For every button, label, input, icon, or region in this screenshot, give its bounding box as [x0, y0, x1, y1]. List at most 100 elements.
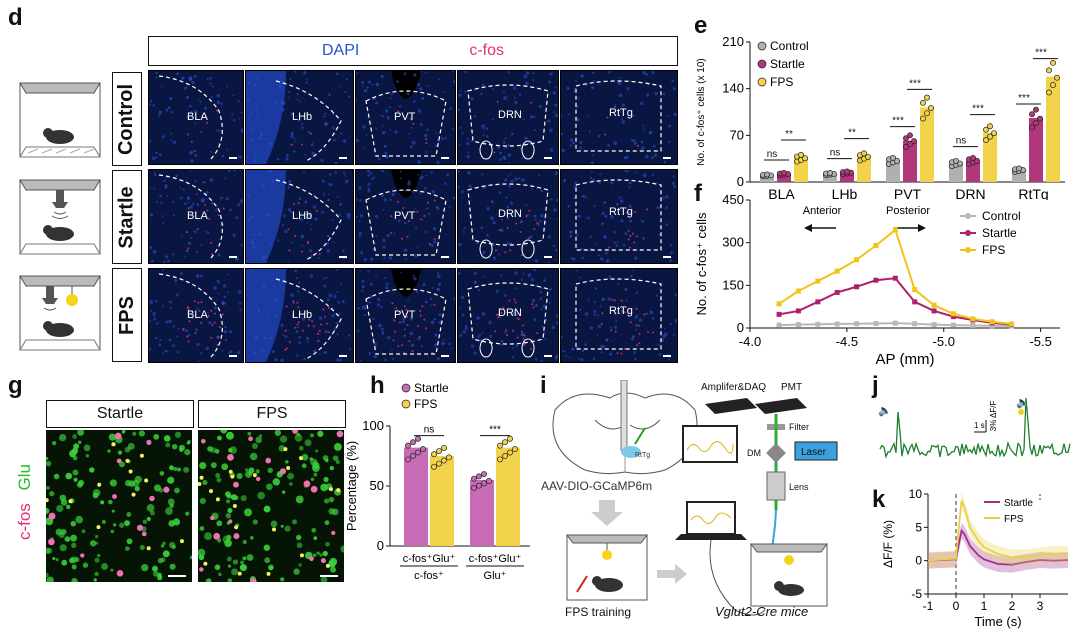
panel-letter-e: e — [694, 12, 708, 39]
g-image-fps — [198, 430, 344, 582]
glu-cell — [304, 439, 312, 447]
glu-cell — [325, 542, 330, 547]
glu-cell — [296, 542, 303, 549]
glu-cell — [284, 460, 289, 464]
category-label: RtTg — [1018, 186, 1048, 200]
glu-cell — [242, 556, 247, 561]
glu-cell — [153, 433, 160, 440]
glu-cell — [73, 443, 80, 450]
speaker-light-icon: 🔈 — [1016, 397, 1030, 409]
series-line-startle — [778, 277, 1012, 326]
region-label: RtTg — [609, 305, 633, 317]
glu-cell — [280, 577, 285, 582]
glu-cell — [298, 445, 304, 451]
rttg-label: RtTg — [635, 452, 650, 459]
sig-label: ** — [785, 129, 793, 140]
glu-cell — [46, 572, 49, 578]
glu-cell — [328, 496, 335, 503]
glu-cell — [110, 529, 114, 534]
data-point — [834, 268, 840, 274]
micrograph-rttg-control: RtTg — [560, 70, 678, 165]
glu-cell — [225, 431, 234, 440]
category-label: DRN — [955, 186, 985, 200]
glu-cell — [101, 520, 106, 524]
data-point — [844, 168, 850, 175]
cfos-cell — [146, 439, 152, 445]
data-point — [920, 99, 926, 106]
y-tick-label: 0 — [737, 320, 744, 335]
right-arrow-icon — [657, 564, 687, 584]
legend-label: Control — [982, 209, 1021, 223]
scale-bar — [339, 355, 347, 357]
panel-letter-k: k — [872, 486, 886, 513]
data-point — [1037, 115, 1043, 122]
colocalized-cell — [271, 527, 276, 532]
glu-cell — [332, 455, 339, 462]
glu-cell — [236, 472, 243, 480]
data-point — [471, 484, 477, 491]
glu-cell — [173, 467, 178, 471]
cfos-cell — [116, 458, 122, 464]
glu-cell — [246, 554, 254, 561]
glu-cell — [287, 472, 294, 480]
data-point — [989, 319, 995, 325]
colocalized-cell — [336, 488, 341, 493]
glu-cell — [289, 482, 293, 486]
micrograph-texture — [561, 71, 677, 164]
data-point — [912, 299, 918, 305]
glu-cell — [70, 520, 77, 527]
dm-label: DM — [747, 448, 761, 458]
cfos-cell — [250, 578, 257, 582]
glu-cell — [101, 563, 108, 570]
x-axis-label: Time (s) — [974, 614, 1021, 629]
y-tick-label: 70 — [730, 127, 744, 142]
glu-cell — [280, 524, 284, 528]
glu-cell — [224, 539, 232, 548]
glu-cell — [244, 508, 253, 517]
training-cage-icon — [566, 534, 648, 601]
data-point — [481, 471, 487, 478]
legend-label: FPS — [770, 75, 793, 89]
glu-cell — [71, 578, 78, 582]
laser-icon[interactable] — [794, 441, 838, 461]
data-point — [1054, 74, 1060, 81]
glu-cell — [331, 508, 339, 516]
laser-label: Laser — [801, 447, 827, 458]
glu-cell — [323, 476, 329, 483]
colocalized-cell — [209, 489, 214, 494]
glu-cell — [210, 447, 217, 454]
micrograph-texture — [458, 269, 558, 362]
cage-startle — [14, 172, 106, 260]
cage-fps-icon — [19, 275, 101, 351]
data-point — [873, 320, 879, 326]
glu-cell — [249, 452, 258, 461]
y-axis-label: Percentage (%) — [344, 441, 359, 531]
cfos-cell — [149, 495, 155, 502]
g-cells-fps — [198, 430, 344, 582]
data-point — [854, 321, 860, 327]
region-label: BLA — [187, 111, 208, 123]
glu-cell — [330, 562, 336, 567]
cfos-cell — [228, 519, 233, 524]
data-point — [873, 277, 879, 283]
colocalized-cell — [139, 453, 144, 458]
glu-cell — [168, 541, 176, 549]
micrograph-texture — [563, 170, 676, 263]
cable-icon — [709, 539, 766, 616]
glu-cell — [158, 488, 164, 493]
data-point — [970, 154, 976, 161]
legend-label: FPS — [982, 243, 1005, 257]
glu-cell — [279, 435, 288, 443]
micrograph-drn-startle: DRN — [457, 169, 559, 264]
glu-cell — [89, 540, 97, 547]
panel-letter-f: f — [694, 180, 702, 207]
glu-cell — [72, 455, 78, 461]
legend-label: Startle — [770, 57, 805, 71]
micrograph-pvt-startle: PVT — [355, 169, 456, 264]
colocalized-cell — [299, 456, 304, 461]
data-point — [911, 138, 917, 145]
cage-control — [14, 75, 106, 163]
category-top-label: c-fos⁺Glu⁺ — [469, 553, 522, 565]
glu-cell — [315, 449, 319, 453]
x-tick-label: 1 — [981, 599, 988, 613]
